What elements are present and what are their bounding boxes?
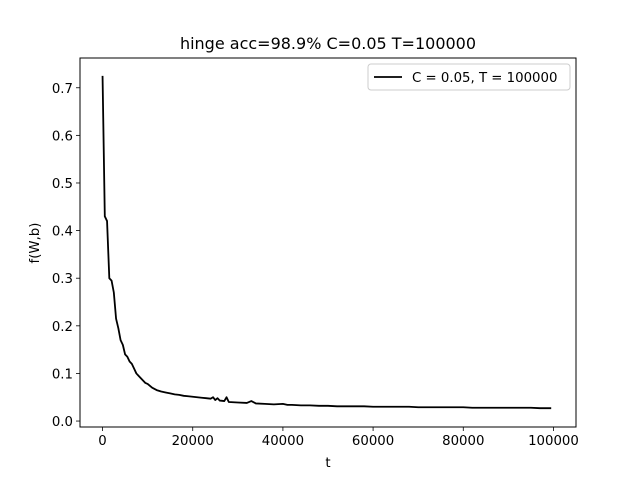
y-tick-label: 0.7 (52, 82, 73, 97)
x-axis-label: t (325, 456, 330, 471)
axis-ticks: 0 20000 40000 60000 80000 100000 0.0 0.1 0.2 0.3 0… (52, 82, 579, 449)
y-tick-label: 0.0 (52, 415, 73, 430)
plot-area (101, 75, 552, 410)
y-axis-label: f(W,b) (28, 223, 43, 264)
axes-frame (79, 57, 577, 428)
y-tick-label: 0.3 (52, 272, 73, 287)
y-tick-label: 0.6 (52, 129, 73, 144)
series-line (101, 75, 552, 410)
x-tick-label: 20000 (172, 434, 214, 449)
x-tick-label: 40000 (262, 434, 304, 449)
x-tick-label: 100000 (528, 434, 579, 449)
x-tick-label: 60000 (352, 434, 394, 449)
x-tick-label: 0 (98, 434, 106, 449)
legend-entry-label: C = 0.05, T = 100000 (412, 71, 557, 86)
x-tick-label: 80000 (442, 434, 484, 449)
y-tick-label: 0.5 (52, 177, 73, 192)
legend-box (367, 63, 571, 91)
chart-title: hinge acc=98.9% C=0.05 T=100000 (180, 34, 476, 53)
y-tick-label: 0.4 (52, 225, 73, 240)
y-tick-label: 0.1 (52, 367, 73, 382)
legend: C = 0.05, T = 100000 (367, 63, 571, 91)
y-tick-label: 0.2 (52, 320, 73, 335)
